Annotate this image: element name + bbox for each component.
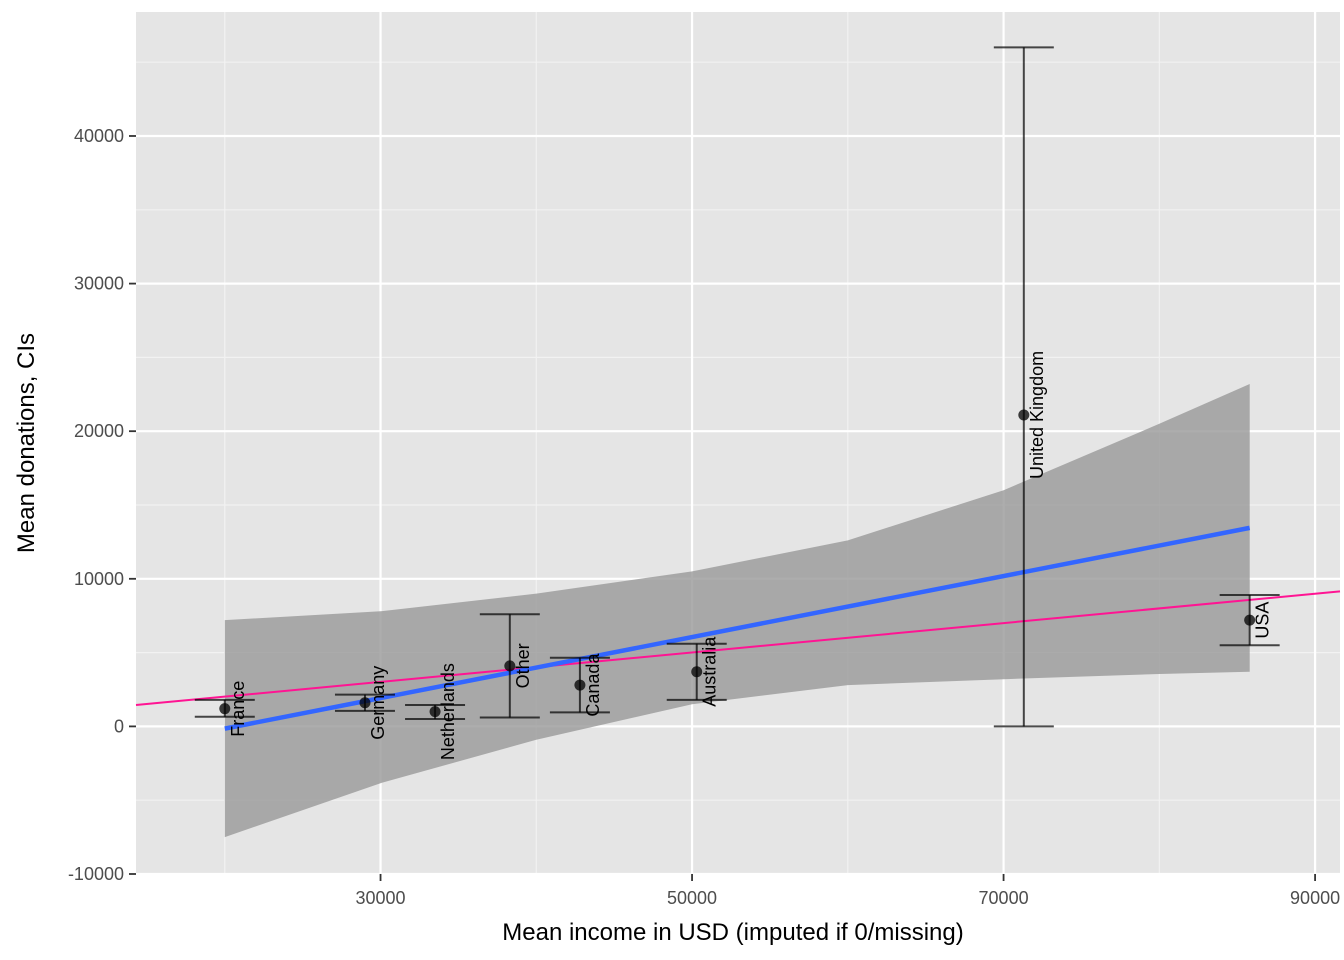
- point-label: USA: [1253, 602, 1273, 639]
- tick-labels: 30000 50000 70000 90000 -10000 0 10000 20000 300…: [68, 126, 1340, 908]
- data-point: [429, 706, 441, 718]
- point-label: Australia: [700, 636, 720, 707]
- point-label: Canada: [583, 653, 603, 717]
- point-label: Netherlands: [438, 663, 458, 760]
- x-tick-label: 70000: [979, 888, 1029, 908]
- y-tick-label: 0: [114, 716, 124, 736]
- point-label: Other: [513, 643, 533, 688]
- point-label: United Kingdom: [1027, 351, 1047, 479]
- data-points: [219, 409, 1256, 718]
- unweighted-fit-line: [135, 590, 1341, 706]
- data-point: [691, 666, 703, 678]
- confidence-band: [224, 384, 1250, 838]
- point-labels: France Germany Netherlands Other Canada Austr…: [228, 351, 1273, 760]
- data-point: [219, 703, 231, 715]
- y-tick-label: 30000: [74, 274, 124, 294]
- fit-lines: [135, 525, 1341, 731]
- error-bars: [194, 46, 1280, 728]
- y-tick-label: 40000: [74, 126, 124, 146]
- data-point: [504, 660, 516, 672]
- x-tick-label: 90000: [1290, 888, 1340, 908]
- y-axis-title: Mean donations, CIs: [13, 333, 40, 553]
- confidence-band-area: [224, 384, 1250, 838]
- data-point: [574, 679, 586, 691]
- y-tick-label: 20000: [74, 421, 124, 441]
- error-bar: [993, 46, 1054, 728]
- point-label: France: [228, 681, 248, 737]
- data-point: [1018, 409, 1030, 421]
- x-tick-label: 30000: [356, 888, 406, 908]
- y-tick-label: 10000: [74, 569, 124, 589]
- x-tick-label: 50000: [667, 888, 717, 908]
- data-point: [359, 697, 371, 709]
- data-point: [1244, 614, 1256, 626]
- weighted-fit-line: [224, 525, 1251, 731]
- x-axis-title: Mean income in USD (imputed if 0/missing…: [502, 919, 964, 946]
- point-label: Germany: [368, 666, 388, 740]
- axis-ticks: [129, 135, 1316, 881]
- y-tick-label: -10000: [68, 864, 124, 884]
